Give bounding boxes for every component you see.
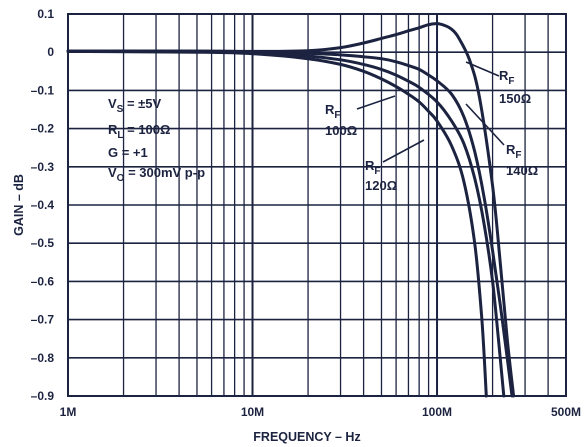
- y-axis-title: GAIN – dB: [12, 174, 26, 236]
- x-axis-title: FREQUENCY – Hz: [253, 430, 360, 444]
- y-tick-labels: 0.1 0 –0.1 –0.2 –0.3 –0.4 –0.5 –0.6 –0.7 –0.8 –0.9: [31, 7, 55, 403]
- series-line-100Ω: [66, 49, 488, 398]
- condition-line: RL = 100Ω: [108, 122, 170, 141]
- series-label-value: 120Ω: [365, 178, 397, 193]
- y-tick-label: –0.2: [31, 122, 55, 136]
- series-label-value: 150Ω: [499, 91, 531, 106]
- series-label-rf: RF: [325, 102, 341, 121]
- condition-line: VS = ±5V: [108, 96, 162, 115]
- x-tick-labels: 1M 10M 100M 500M: [60, 405, 581, 419]
- y-tick-label: –0.9: [31, 389, 55, 403]
- series-label-rf: RF: [506, 142, 522, 161]
- series-label-value: 140Ω: [506, 163, 538, 178]
- series-label-value: 100Ω: [325, 123, 357, 138]
- x-tick-label: 1M: [60, 405, 77, 419]
- x-tick-label: 10M: [241, 405, 264, 419]
- y-tick-label: –0.6: [31, 274, 55, 288]
- y-tick-label: –0.5: [31, 236, 55, 250]
- y-tick-label: –0.7: [31, 313, 55, 327]
- series-label-pointer: [465, 61, 500, 77]
- y-tick-label: –0.8: [31, 351, 55, 365]
- series-line-120Ω: [66, 49, 506, 398]
- condition-line: G = +1: [108, 145, 148, 160]
- series-label-pointer: [465, 103, 505, 146]
- series-line-140Ω: [66, 49, 514, 398]
- y-tick-label: 0.1: [37, 7, 54, 21]
- plot-frame: [67, 13, 567, 397]
- series-label-rf: RF: [499, 68, 515, 87]
- y-tick-label: –0.3: [31, 160, 55, 174]
- y-tick-label: –0.1: [31, 83, 55, 97]
- test-conditions: VS = ±5V RL = 100Ω G = +1 VO = 300mV p-p: [108, 96, 205, 184]
- grid: [68, 13, 567, 397]
- y-tick-label: 0: [47, 45, 54, 59]
- x-tick-label: 100M: [422, 405, 452, 419]
- series-label-pointer: [356, 95, 396, 110]
- condition-line: VO = 300mV p-p: [108, 165, 205, 184]
- series-layer: [66, 22, 516, 398]
- x-tick-label: 500M: [551, 405, 581, 419]
- y-tick-label: –0.4: [31, 198, 55, 212]
- series-label-pointer: [382, 139, 425, 163]
- series-label-rf: RF: [365, 158, 381, 177]
- series-line-150Ω: [66, 22, 516, 398]
